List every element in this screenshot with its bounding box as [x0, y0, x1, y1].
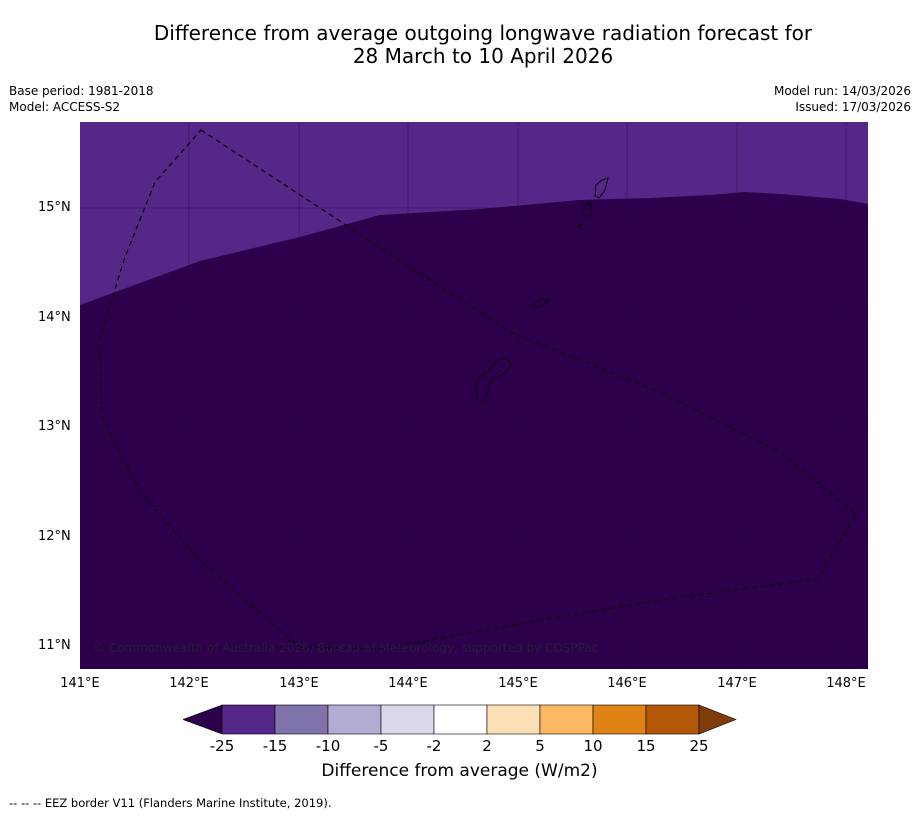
colorbar-tick: 2	[482, 737, 492, 755]
lon-label: 142°E	[169, 676, 209, 691]
footer-legend: -- -- -- EEZ border V11 (Flanders Marine…	[9, 796, 332, 810]
colorbar-segment	[327, 704, 382, 735]
copyright-notice: © Commonwealth of Australia 2026, Bureau…	[93, 641, 599, 655]
island-saipan	[594, 177, 609, 199]
lat-label: 12°N	[38, 529, 71, 544]
colorbar-tick: -25	[209, 737, 235, 755]
colorbar-tick: 25	[689, 737, 709, 755]
colorbar-segment	[645, 704, 700, 735]
title-line-2: 28 March to 10 April 2026	[352, 44, 614, 68]
anomaly-region-moderate	[80, 122, 868, 305]
colorbar-segment	[486, 704, 541, 735]
colorbar-extend-high	[698, 704, 737, 735]
lon-label: 144°E	[388, 676, 428, 691]
colorbar-tick: 5	[535, 737, 545, 755]
colorbar-segment	[274, 704, 329, 735]
island-aguijan	[577, 221, 584, 229]
title-line-1: Difference from average outgoing longwav…	[153, 21, 813, 45]
colorbar-tick: -10	[315, 737, 341, 755]
colorbar-segment	[221, 704, 276, 735]
model-run: Model run: 14/03/2026	[773, 84, 911, 98]
lat-label: 15°N	[38, 200, 71, 215]
colorbar-segment	[380, 704, 435, 735]
model-name: Model: ACCESS-S2	[9, 100, 121, 114]
colorbar-tick: -5	[373, 737, 389, 755]
lon-label: 147°E	[717, 676, 757, 691]
base-period: Base period: 1981-2018	[9, 84, 154, 98]
islands	[475, 177, 609, 403]
lon-label: 145°E	[498, 676, 538, 691]
lon-label: 148°E	[826, 676, 866, 691]
lon-label: 143°E	[279, 676, 319, 691]
lat-label: 14°N	[38, 310, 71, 325]
colorbar-label: Difference from average (W/m2)	[321, 761, 598, 781]
map-area	[80, 122, 868, 669]
island-guam	[475, 357, 513, 403]
lat-label: 13°N	[38, 419, 71, 434]
meta-left: Base period: 1981-2018 Model: ACCESS-S2	[9, 83, 154, 115]
colorbar-segment	[433, 704, 488, 735]
colorbar-extend-low	[182, 704, 223, 735]
colorbar	[182, 704, 737, 740]
lon-label: 141°E	[60, 676, 100, 691]
colorbar-tick: 15	[636, 737, 656, 755]
island-rota	[531, 298, 552, 309]
lat-label: 11°N	[38, 638, 71, 653]
colorbar-segment	[539, 704, 594, 735]
colorbar-tick: -2	[426, 737, 442, 755]
colorbar-segment	[592, 704, 647, 735]
colorbar-tick: -15	[262, 737, 288, 755]
colorbar-tick: 10	[583, 737, 603, 755]
chart-title: Difference from average outgoing longwav…	[0, 22, 919, 68]
colorbar-svg	[182, 704, 737, 735]
map-svg	[80, 122, 868, 669]
lon-label: 146°E	[607, 676, 647, 691]
graticule	[80, 122, 868, 669]
meta-right: Model run: 14/03/2026 Issued: 17/03/2026	[774, 83, 911, 115]
island-tinian	[581, 201, 593, 218]
issued-date: Issued: 17/03/2026	[795, 100, 911, 114]
